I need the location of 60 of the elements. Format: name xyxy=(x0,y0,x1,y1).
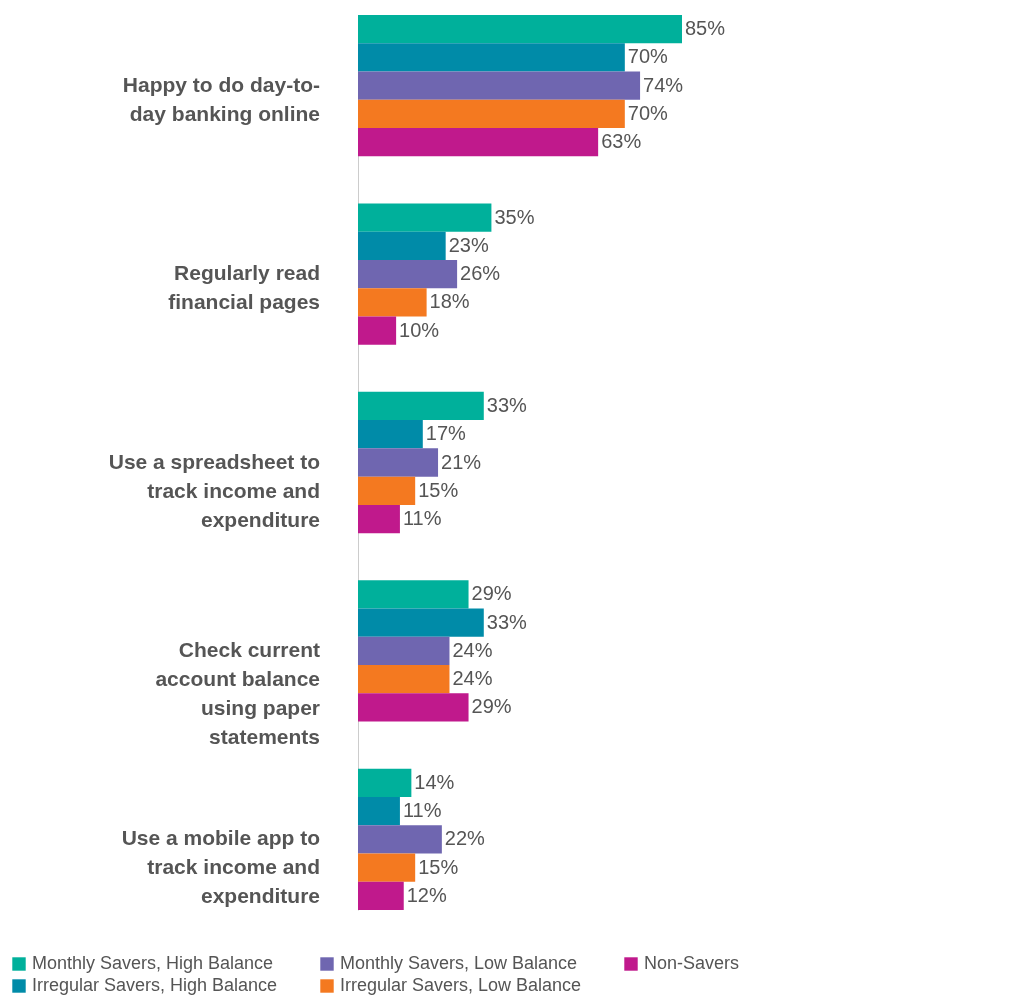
data-label: 24% xyxy=(452,638,493,661)
bar xyxy=(358,504,400,534)
bar xyxy=(358,15,682,44)
bar xyxy=(358,128,599,157)
bar xyxy=(358,203,492,232)
data-label: 10% xyxy=(399,318,440,341)
bar xyxy=(358,43,625,72)
bar xyxy=(358,881,404,910)
data-label: 70% xyxy=(627,45,669,68)
bar xyxy=(358,71,641,100)
bar xyxy=(358,665,450,694)
data-label: 29% xyxy=(471,582,512,605)
y-tick-label: Use a mobile app to track income and expenditure xyxy=(121,826,320,908)
bar xyxy=(358,476,416,505)
legend-label: Monthly Savers, High Balance xyxy=(32,953,274,973)
data-label: 35% xyxy=(494,205,535,228)
legend-label: Irregular Savers, Low Balance xyxy=(340,975,582,995)
data-label: 23% xyxy=(448,233,489,256)
data-label: 14% xyxy=(414,770,455,793)
bar xyxy=(358,796,400,826)
data-label: 70% xyxy=(627,101,669,124)
bar xyxy=(358,231,446,260)
data-label: 18% xyxy=(429,290,470,313)
y-tick-label: Use a spreadsheet to track income and expenditure xyxy=(108,449,320,531)
data-label: 33% xyxy=(486,610,528,633)
bar xyxy=(358,768,412,797)
bar xyxy=(358,636,450,666)
bar xyxy=(358,259,458,289)
data-label: 15% xyxy=(418,855,459,878)
y-tick-label: Check current account balance using paper statements xyxy=(155,637,320,748)
y-tick-label: Happy to do day-to-day banking online xyxy=(122,72,320,125)
data-label: 21% xyxy=(441,450,482,473)
y-tick-label: Regularly read financial pages xyxy=(168,261,320,314)
data-label: 85% xyxy=(685,17,726,40)
data-label: 11% xyxy=(402,507,442,530)
data-label: 63% xyxy=(601,130,642,153)
bar xyxy=(358,391,484,421)
data-label: 24% xyxy=(452,667,493,690)
bar xyxy=(358,693,469,722)
bar xyxy=(358,825,442,854)
legend-label: Irregular Savers, High Balance xyxy=(32,975,278,995)
bar xyxy=(358,99,625,129)
data-label: 11% xyxy=(402,799,442,822)
bar xyxy=(358,420,423,449)
data-label: 12% xyxy=(406,883,447,906)
bar xyxy=(358,288,427,317)
legend-label: Monthly Savers, Low Balance xyxy=(340,953,578,973)
data-label: 17% xyxy=(425,422,467,445)
data-label: 22% xyxy=(444,827,486,850)
data-label: 33% xyxy=(486,393,528,416)
data-label: 15% xyxy=(418,478,459,501)
bar xyxy=(358,608,484,637)
legend-label: Non-Savers xyxy=(644,953,740,973)
data-label: 74% xyxy=(643,73,684,96)
bar xyxy=(358,853,416,882)
bar xyxy=(358,580,469,609)
bar xyxy=(358,316,397,345)
data-label: 29% xyxy=(471,695,512,718)
data-label: 26% xyxy=(460,262,501,285)
bar xyxy=(358,448,439,477)
